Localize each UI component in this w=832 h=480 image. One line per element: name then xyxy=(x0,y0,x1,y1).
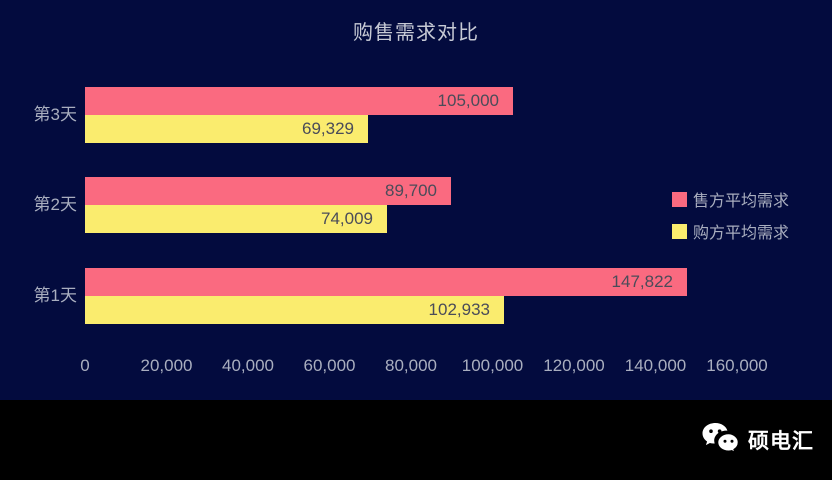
legend-swatch xyxy=(672,223,687,239)
bar-售方平均需求-第1天[interactable]: 147,822 xyxy=(85,268,687,296)
bar-售方平均需求-第3天[interactable]: 105,000 xyxy=(85,87,513,115)
bar-value-label: 89,700 xyxy=(385,181,437,200)
category-label-第1天: 第1天 xyxy=(33,286,77,305)
legend: 售方平均需求 购方平均需求 xyxy=(672,189,789,253)
bar-plot-area: 第3天 105,000 69,329 第2天 89,700 74,009 第1天 147,82… xyxy=(33,87,687,324)
bar-value-label: 74,009 xyxy=(321,209,373,228)
brand: 硕电汇 xyxy=(701,400,814,480)
category-label-第3天: 第3天 xyxy=(33,105,77,124)
category-label-第2天: 第2天 xyxy=(33,195,77,214)
x-tick-2: 40,000 xyxy=(222,356,274,375)
legend-label: 售方平均需求 xyxy=(693,193,790,210)
bar-value-label: 102,933 xyxy=(428,300,490,319)
x-tick-8: 160,000 xyxy=(706,356,768,375)
x-tick-3: 60,000 xyxy=(303,356,356,375)
x-tick-6: 120,000 xyxy=(543,356,605,375)
x-tick-4: 80,000 xyxy=(385,356,437,375)
bar-购方平均需求-第3天[interactable]: 69,329 xyxy=(85,115,368,143)
legend-item-购方平均需求[interactable]: 购方平均需求 xyxy=(672,221,790,242)
bar-购方平均需求-第2天[interactable]: 74,009 xyxy=(85,205,387,233)
bar-value-label: 147,822 xyxy=(611,272,673,291)
bar-value-label: 69,329 xyxy=(302,119,354,138)
bar-value-label: 105,000 xyxy=(437,91,499,110)
x-tick-1: 20,000 xyxy=(140,356,193,375)
wechat-icon xyxy=(702,423,740,455)
x-tick-7: 140,000 xyxy=(624,356,687,375)
legend-swatch xyxy=(672,191,687,207)
legend-label: 购方平均需求 xyxy=(693,225,790,242)
brand-text: 硕电汇 xyxy=(748,430,814,453)
bar-售方平均需求-第2天[interactable]: 89,700 xyxy=(85,177,451,205)
x-tick-0: 0 xyxy=(80,356,90,375)
legend-item-售方平均需求[interactable]: 售方平均需求 xyxy=(672,189,790,210)
bar-购方平均需求-第1天[interactable]: 102,933 xyxy=(85,296,504,324)
x-tick-5: 100,000 xyxy=(461,356,524,375)
footer-band: 硕电汇 xyxy=(0,400,832,480)
chart-title: 购售需求对比 xyxy=(353,22,479,44)
x-axis: 0 20,000 40,000 60,000 80,000 100,000 120,000 1… xyxy=(0,356,832,378)
